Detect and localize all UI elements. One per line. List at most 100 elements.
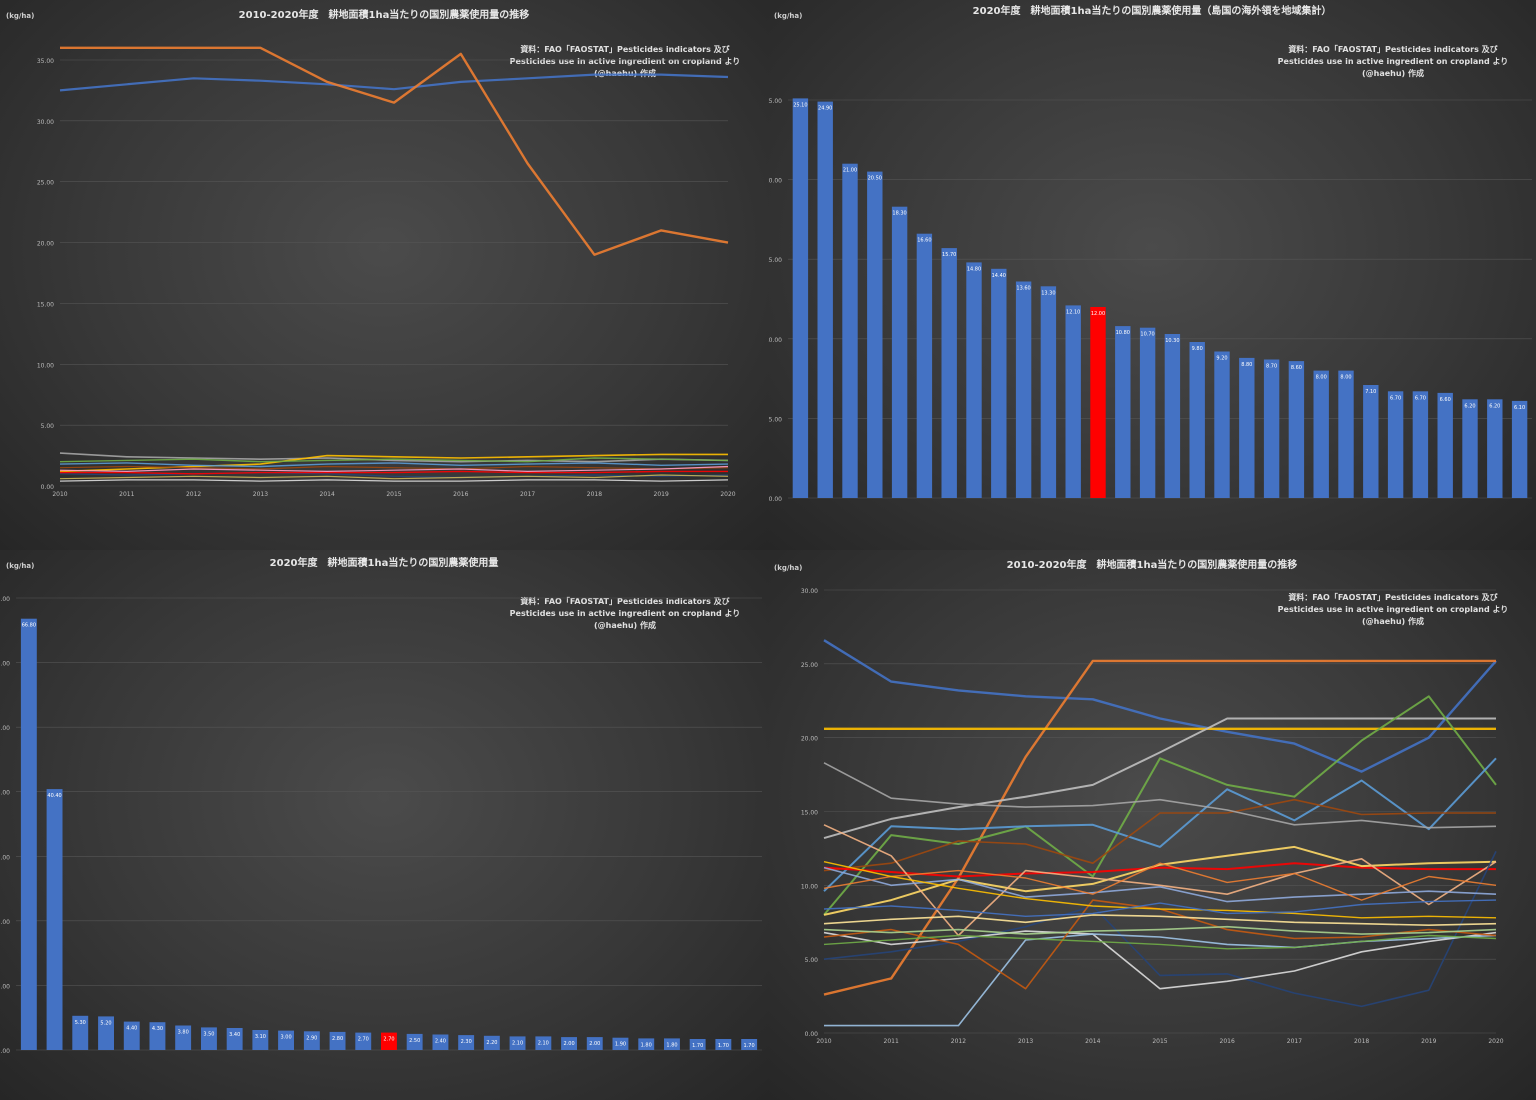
bar [612, 1037, 629, 1050]
data-label: 8.70 [1266, 364, 1277, 370]
bar [303, 1031, 320, 1050]
bar [1363, 385, 1379, 498]
x-tick-label: 2015 [386, 491, 401, 498]
y-tick-label: 15.00 [37, 301, 54, 308]
x-tick-label: 2010 [52, 491, 67, 498]
x-tick-label: 2013 [253, 491, 268, 498]
y-tick-label: 30.00 [37, 119, 54, 126]
chart-title: 2010-2020年度 耕地面積1ha当たりの国別農薬使用量の推移 [238, 10, 530, 21]
data-label: 1.70 [718, 1043, 729, 1049]
series-line [823, 914, 1497, 927]
data-label: 3.40 [229, 1032, 240, 1038]
bar [175, 1025, 192, 1050]
data-label: 1.70 [692, 1043, 703, 1049]
series-line [59, 465, 729, 470]
bar [1338, 370, 1354, 498]
data-label: 8.60 [1291, 365, 1302, 371]
data-label: 6.20 [1464, 403, 1475, 409]
bar [201, 1027, 217, 1050]
y-tick-label: 15.00 [768, 257, 782, 264]
bar [1139, 327, 1156, 498]
y-tick-label: 10.00 [801, 883, 818, 890]
y-tick-label: 15.00 [801, 810, 818, 817]
series-line [823, 899, 1497, 917]
y-tick-label: 0.00 [805, 1031, 819, 1038]
data-label: 12.00 [1091, 311, 1105, 317]
panel-bar-chart-regional: 2020年度 耕地面積1ha当たりの国別農薬使用量（島国の海外領を地域集計） (… [768, 0, 1536, 550]
x-tick-label: 2020 [1488, 1038, 1503, 1045]
line-chart: 0.00 5.00 10.00 15.00 20.00 25.00 30.00 35.00 20… [37, 46, 736, 498]
data-label: 21.00 [843, 168, 857, 174]
data-label: 66.80 [22, 623, 36, 629]
data-label: 3.00 [281, 1035, 292, 1041]
y-unit-label: (kg/ha) [774, 564, 803, 572]
x-tick-label: 2019 [654, 491, 669, 498]
data-label: 10.80 [1116, 330, 1130, 336]
bar [406, 1033, 423, 1050]
bar [483, 1035, 500, 1050]
x-tick-label: 2018 [1354, 1038, 1369, 1045]
bar [20, 618, 37, 1050]
x-tick-label: 2011 [119, 491, 134, 498]
series-line [823, 866, 1497, 903]
bar [149, 1022, 166, 1050]
bar [329, 1031, 346, 1050]
series-line [823, 798, 1496, 872]
data-label: 14.80 [967, 266, 981, 272]
bar [842, 163, 858, 498]
y-tick-label: 10.00 [37, 362, 54, 369]
bar [792, 98, 809, 499]
series-line [823, 861, 1497, 919]
data-label: 3.80 [178, 1030, 189, 1036]
bar [1239, 357, 1255, 498]
bar [1040, 286, 1057, 498]
data-label: 6.20 [1489, 403, 1500, 409]
y-tick-label: 5.00 [769, 416, 783, 423]
x-tick-label: 2013 [1018, 1038, 1033, 1045]
data-label: 2.70 [358, 1037, 369, 1043]
series-line [823, 862, 1497, 901]
data-label: 8.00 [1316, 375, 1327, 381]
series-line [59, 73, 729, 92]
x-tick-label: 2014 [1085, 1038, 1100, 1045]
data-label: 1.80 [666, 1042, 677, 1048]
data-label: 6.70 [1415, 395, 1426, 401]
x-tick-label: 2015 [1152, 1038, 1167, 1045]
bar [689, 1039, 706, 1050]
x-tick-label: 2010 [816, 1038, 831, 1045]
x-tick-label: 2011 [884, 1038, 899, 1045]
source-note: 資料：FAO「FAOSTAT」Pesticides indicators 及び … [509, 597, 741, 630]
bar [1015, 281, 1032, 498]
bar [509, 1036, 526, 1050]
bar [535, 1036, 552, 1050]
bar [941, 248, 957, 498]
data-label: 2.00 [564, 1041, 575, 1047]
series-line [823, 762, 1497, 829]
data-label: 14.40 [992, 273, 1006, 279]
data-label: 9.20 [1216, 356, 1227, 362]
data-label: 5.20 [100, 1020, 111, 1026]
series-line [59, 457, 729, 463]
y-tick-label: 30.00 [0, 854, 10, 861]
data-label: 2.40 [435, 1039, 446, 1045]
series-line [823, 862, 1496, 878]
bar [638, 1038, 655, 1050]
y-tick-label: 60.00 [0, 661, 10, 668]
y-tick-label: 25.00 [801, 662, 818, 669]
bar [1214, 351, 1230, 498]
series-line [823, 845, 1497, 916]
series-line [823, 757, 1497, 892]
data-label: 2.10 [512, 1040, 523, 1046]
y-tick-label: 30.00 [801, 588, 818, 595]
source-note: 資料：FAO「FAOSTAT」Pesticides indicators 及び … [1277, 45, 1509, 78]
y-unit-label: (kg/ha) [6, 562, 35, 570]
data-label: 1.80 [641, 1042, 652, 1048]
bar [586, 1037, 603, 1050]
y-unit-label: (kg/ha) [774, 12, 803, 20]
data-label: 13.60 [1016, 286, 1030, 292]
data-label: 2.00 [589, 1041, 600, 1047]
series-line [59, 474, 729, 480]
x-tick-label: 2012 [186, 491, 201, 498]
series-line [823, 934, 1497, 950]
